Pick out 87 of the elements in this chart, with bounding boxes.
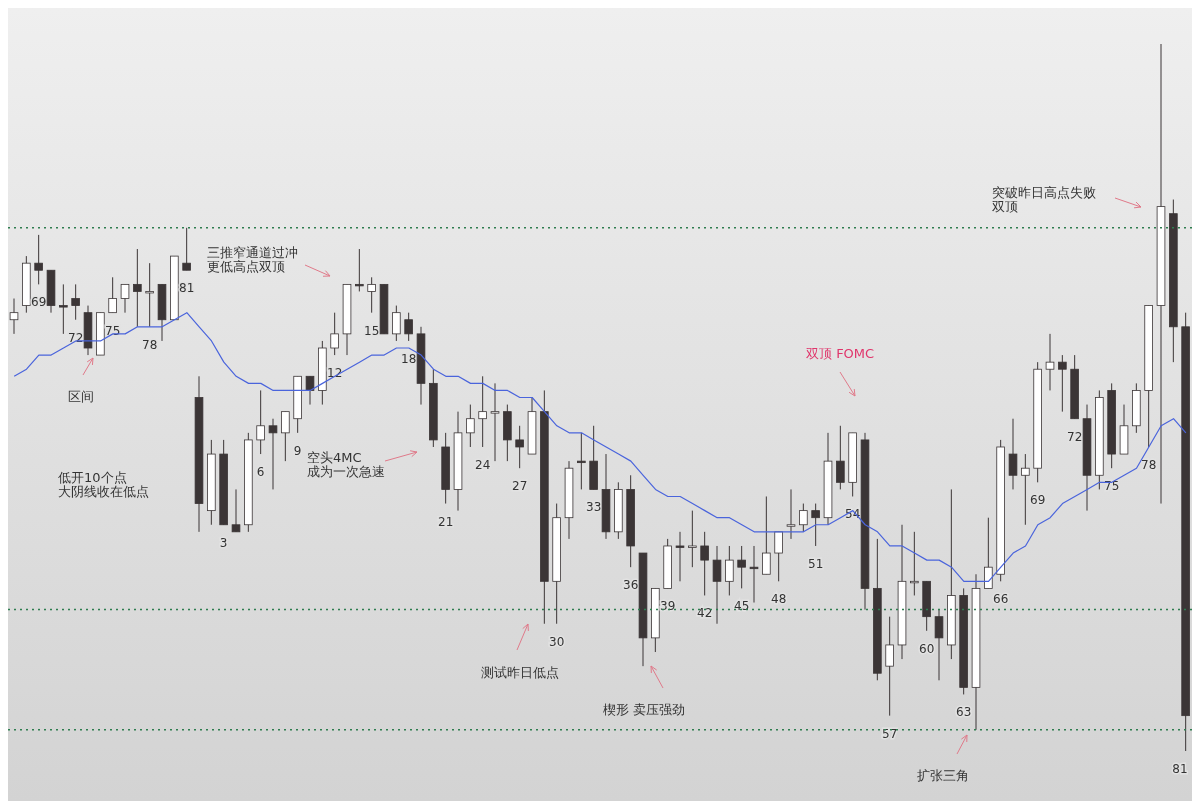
x-tick-label: 75 — [1104, 479, 1120, 494]
annotation: 空头4MC — [307, 450, 362, 465]
x-tick-label: 69 — [1030, 493, 1046, 508]
candlestick — [330, 312, 339, 356]
x-tick-label: 78 — [142, 337, 158, 352]
candlestick — [774, 531, 783, 582]
candlestick — [885, 616, 894, 717]
x-tick-label: 81 — [179, 281, 195, 296]
candlestick — [490, 382, 500, 462]
x-tick-label: 33 — [586, 500, 602, 515]
x-tick-label: 24 — [475, 457, 491, 472]
x-tick-label: 60 — [919, 641, 935, 656]
candlestick — [725, 545, 734, 596]
candlestick — [59, 283, 68, 335]
candlestick — [305, 375, 315, 406]
x-tick-label: 18 — [401, 351, 417, 366]
x-tick-label: 21 — [438, 514, 454, 529]
candlestick — [786, 488, 796, 540]
annotation: 成为一次急速 — [307, 464, 385, 479]
annotation: 双顶 FOMC — [806, 346, 875, 361]
candlestick — [688, 510, 697, 568]
annotation: 双顶 — [992, 199, 1018, 214]
candlestick — [910, 531, 919, 596]
x-tick-label: 51 — [808, 556, 824, 571]
annotation: 区间 — [68, 389, 94, 404]
annotation: 突破昨日高点失败 — [992, 185, 1096, 200]
candlestick — [577, 432, 586, 490]
candlestick — [108, 276, 117, 314]
x-tick-label: 66 — [993, 592, 1009, 607]
candlestick — [836, 425, 845, 490]
annotation: 三推窄通道过冲 — [207, 245, 298, 260]
candlestick — [1008, 418, 1018, 490]
candlestick — [392, 305, 401, 342]
candlestick — [268, 418, 278, 490]
candlestick — [675, 531, 685, 582]
candlestick — [34, 234, 43, 285]
candlestick — [700, 531, 709, 596]
candlestick — [934, 609, 944, 681]
x-tick-label: 9 — [293, 443, 302, 458]
x-tick-label: 57 — [882, 726, 898, 741]
x-tick-label: 78 — [1141, 457, 1157, 472]
annotation: 大阴线收在低点 — [58, 484, 149, 499]
candlestick — [404, 312, 413, 342]
annotation: 更低高点双顶 — [207, 259, 285, 274]
x-tick-label: 48 — [771, 592, 787, 607]
x-tick-label: 6 — [256, 465, 265, 480]
candlestick — [1058, 354, 1067, 413]
x-tick-label: 63 — [956, 705, 972, 720]
candlestick — [799, 503, 808, 533]
text: 扩张三角 — [917, 768, 969, 783]
x-tick-label: 42 — [697, 606, 713, 621]
annotation: 测试昨日低点 — [481, 665, 559, 680]
candlestick — [355, 248, 364, 292]
x-tick-label: 81 — [1172, 762, 1188, 776]
annotation: 低开10个点 — [58, 470, 127, 485]
x-tick-label: 27 — [512, 479, 528, 494]
annotation: 楔形 卖压强劲 — [603, 702, 686, 717]
candlestick — [737, 545, 746, 589]
candlestick — [281, 411, 290, 462]
candlestick — [749, 545, 759, 604]
candlestick — [811, 503, 820, 547]
candlestick — [71, 283, 80, 321]
candlestick — [515, 425, 524, 469]
x-tick-label: 72 — [1067, 429, 1083, 444]
candlestick — [120, 283, 130, 314]
candlestick — [145, 262, 154, 328]
candlestick — [9, 298, 19, 335]
candlestick — [1045, 333, 1055, 391]
x-tick-label: 15 — [364, 323, 380, 338]
candlestick — [256, 389, 265, 455]
candlestick — [466, 404, 475, 448]
x-tick-label: 36 — [623, 578, 639, 593]
candlestick — [182, 227, 191, 271]
candlestick — [984, 517, 993, 589]
x-tick-label: 30 — [549, 634, 565, 649]
candlestick — [367, 276, 376, 314]
x-tick-label: 45 — [734, 599, 750, 614]
x-tick-label: 3 — [219, 535, 228, 550]
x-tick-label: 69 — [31, 295, 47, 310]
x-tick-label: 72 — [68, 330, 84, 345]
candlestick — [231, 488, 241, 533]
candlestick — [478, 375, 487, 448]
candlestick — [1021, 453, 1030, 526]
candlestick — [712, 545, 722, 625]
candlestick — [762, 495, 771, 575]
x-tick-label: 75 — [105, 323, 121, 338]
candlestick — [133, 248, 142, 328]
